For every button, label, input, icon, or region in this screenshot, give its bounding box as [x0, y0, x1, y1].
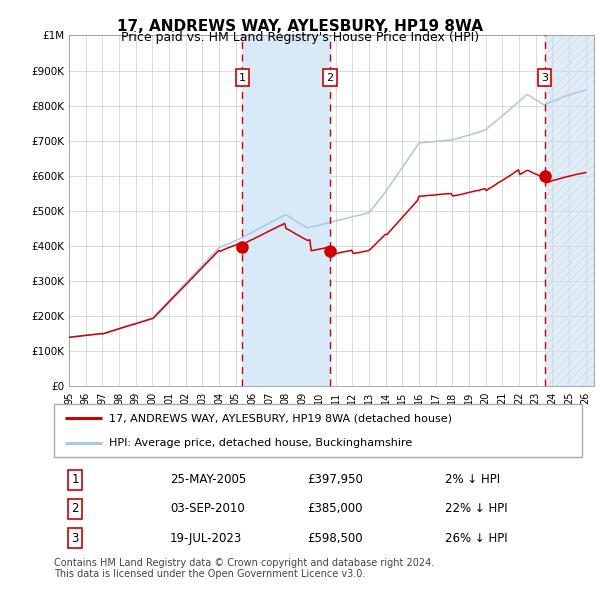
- Text: £598,500: £598,500: [307, 532, 363, 545]
- Text: £385,000: £385,000: [307, 502, 363, 516]
- Text: 1: 1: [239, 73, 245, 83]
- Text: 22% ↓ HPI: 22% ↓ HPI: [445, 502, 508, 516]
- Text: 2% ↓ HPI: 2% ↓ HPI: [445, 473, 500, 486]
- Text: 17, ANDREWS WAY, AYLESBURY, HP19 8WA (detached house): 17, ANDREWS WAY, AYLESBURY, HP19 8WA (de…: [109, 414, 452, 424]
- Bar: [545, 35, 594, 386]
- Text: £397,950: £397,950: [307, 473, 364, 486]
- Text: 3: 3: [541, 73, 548, 83]
- Text: Price paid vs. HM Land Registry's House Price Index (HPI): Price paid vs. HM Land Registry's House …: [121, 31, 479, 44]
- Text: HPI: Average price, detached house, Buckinghamshire: HPI: Average price, detached house, Buck…: [109, 438, 413, 448]
- Text: 2: 2: [326, 73, 334, 83]
- Text: 2: 2: [71, 502, 79, 516]
- Text: 03-SEP-2010: 03-SEP-2010: [170, 502, 245, 516]
- Text: 17, ANDREWS WAY, AYLESBURY, HP19 8WA: 17, ANDREWS WAY, AYLESBURY, HP19 8WA: [117, 19, 483, 34]
- Text: 1: 1: [71, 473, 79, 486]
- Text: 19-JUL-2023: 19-JUL-2023: [170, 532, 242, 545]
- Text: 3: 3: [71, 532, 79, 545]
- Bar: [242, 35, 330, 386]
- Text: 25-MAY-2005: 25-MAY-2005: [170, 473, 247, 486]
- Text: Contains HM Land Registry data © Crown copyright and database right 2024.
This d: Contains HM Land Registry data © Crown c…: [54, 558, 434, 579]
- Text: 26% ↓ HPI: 26% ↓ HPI: [445, 532, 508, 545]
